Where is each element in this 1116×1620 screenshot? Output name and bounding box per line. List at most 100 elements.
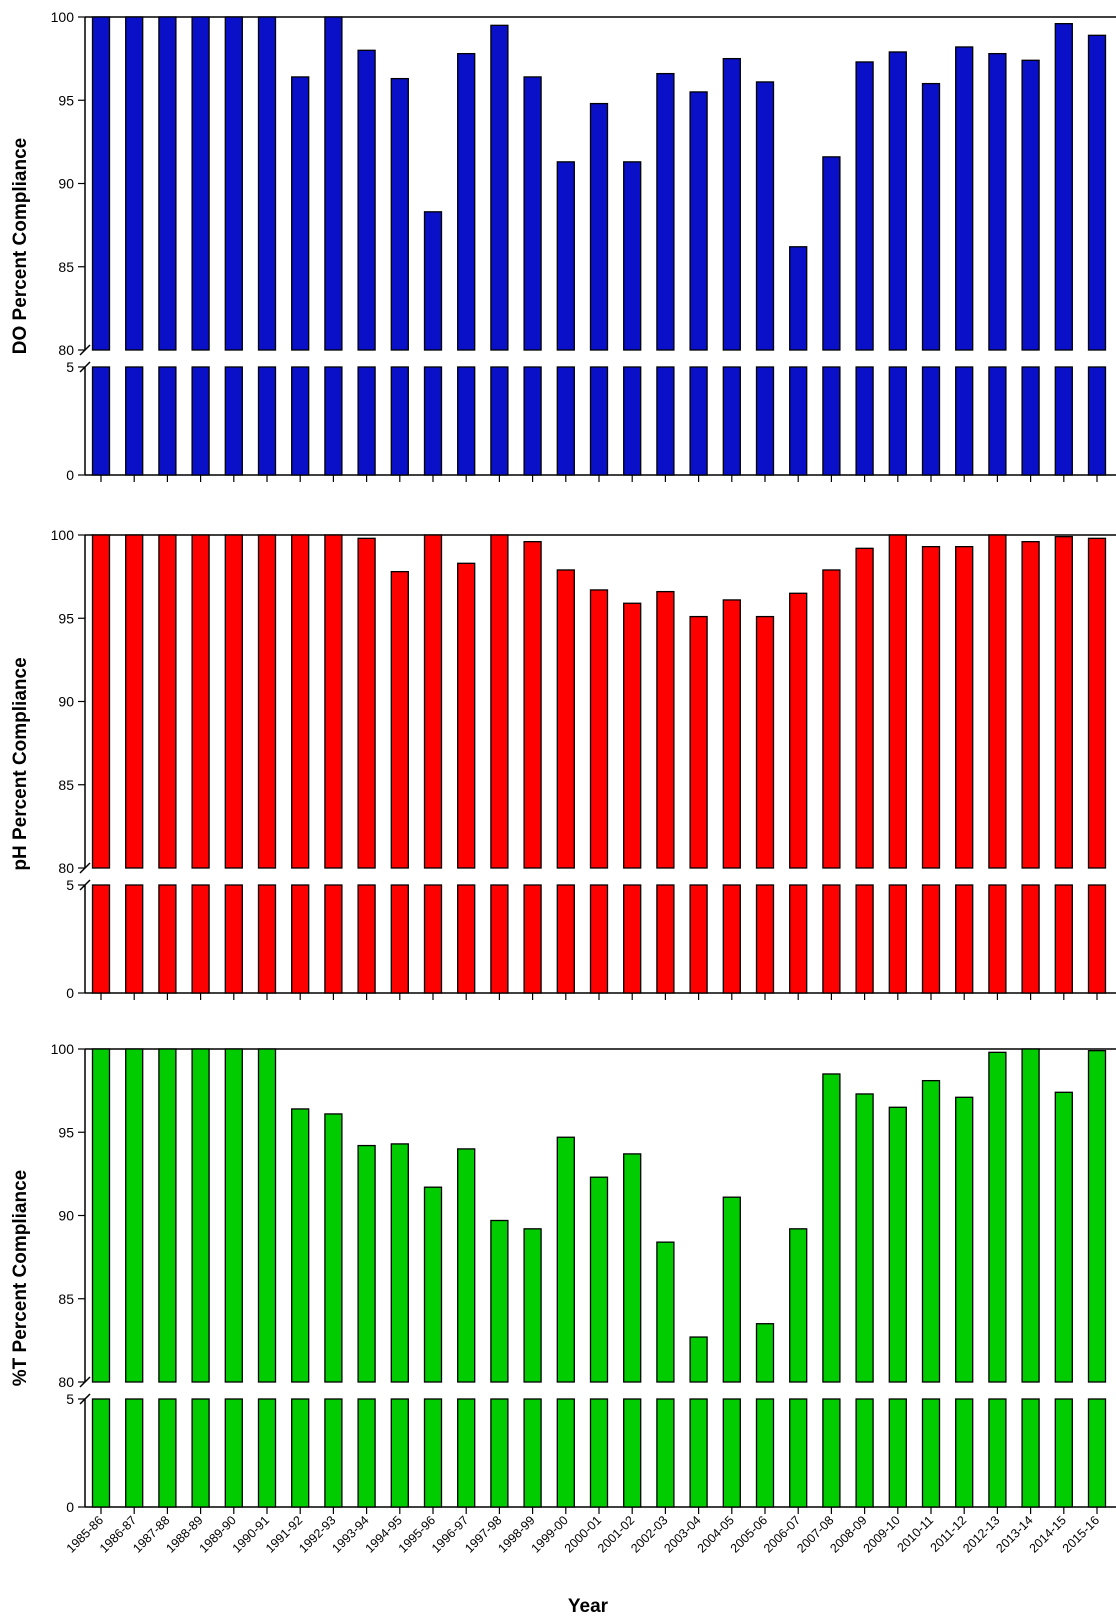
bar-lower <box>789 1398 808 1508</box>
bar-lower <box>1087 366 1107 476</box>
bar-lower <box>423 884 443 994</box>
bar-lower <box>755 366 775 476</box>
bar <box>789 1228 808 1383</box>
bar <box>921 1079 941 1383</box>
bar <box>822 569 841 869</box>
bar-lower <box>855 366 874 476</box>
bar-lower <box>955 884 974 994</box>
bar-lower <box>91 366 111 476</box>
bar-lower <box>722 1398 741 1508</box>
bar-lower <box>656 366 675 476</box>
bar-lower <box>390 366 409 476</box>
bar <box>755 81 775 351</box>
bar <box>855 547 874 869</box>
bar-lower <box>1021 884 1040 994</box>
bar-lower <box>888 884 907 994</box>
bar-lower <box>91 1398 111 1508</box>
bar <box>390 1143 409 1383</box>
bar <box>888 51 907 351</box>
y-tick-label: 80 <box>58 860 74 876</box>
bar <box>523 541 542 869</box>
bar-lower <box>988 884 1007 994</box>
y-tick-label: 80 <box>58 1374 74 1390</box>
x-tick-label: 2009-10 <box>861 1513 903 1555</box>
bar-lower <box>1087 1398 1107 1508</box>
bar <box>324 16 343 351</box>
bar <box>523 76 542 351</box>
x-axis-title: Year <box>568 1596 609 1617</box>
bar-lower <box>91 884 111 994</box>
bar-lower <box>457 1398 476 1508</box>
bar <box>357 1144 376 1383</box>
bar <box>125 534 144 869</box>
bar <box>988 52 1007 351</box>
x-tick-label: 2015-16 <box>1060 1513 1102 1555</box>
bar <box>955 46 974 351</box>
bar-lower <box>257 366 277 476</box>
bar-lower <box>457 884 476 994</box>
bar <box>158 534 177 869</box>
bar <box>423 534 443 869</box>
bar-lower <box>955 366 974 476</box>
bar <box>91 16 111 351</box>
panel-2: 80 85 90 95 100 0 5 pH Percent Compliance <box>10 527 1116 1001</box>
y-tick-label: 90 <box>58 1208 74 1224</box>
bar <box>1054 23 1073 351</box>
bar-lower <box>457 366 476 476</box>
bar <box>1087 1050 1107 1383</box>
bar-lower <box>822 1398 841 1508</box>
bar <box>1054 1091 1073 1383</box>
bar-lower <box>390 884 409 994</box>
bar <box>689 1336 708 1383</box>
bar-lower <box>490 366 509 476</box>
y-tick-label: 90 <box>58 176 74 192</box>
bar-lower <box>423 1398 443 1508</box>
bar <box>888 1106 907 1383</box>
y-tick-label: 100 <box>51 1041 75 1057</box>
bar-lower <box>822 884 841 994</box>
bar-lower <box>125 366 144 476</box>
bar <box>656 1241 675 1383</box>
bar-lower <box>1054 1398 1073 1508</box>
bar-lower <box>556 366 575 476</box>
bar <box>722 599 741 869</box>
bar <box>91 1048 111 1383</box>
bar-lower <box>257 884 277 994</box>
bar <box>457 52 476 351</box>
bar-lower <box>623 1398 642 1508</box>
bar-lower <box>988 1398 1007 1508</box>
bar <box>789 246 808 351</box>
bar-lower <box>656 1398 675 1508</box>
bar-lower <box>191 884 210 994</box>
bar-lower <box>556 1398 575 1508</box>
bar <box>589 102 609 351</box>
bar <box>623 161 642 351</box>
bar <box>755 615 775 869</box>
bar-lower <box>921 884 941 994</box>
panel-3: 80 85 90 95 100 0 5 %T Percent Compliance <box>10 1041 1116 1515</box>
bar <box>689 615 708 869</box>
bar <box>457 1148 476 1383</box>
bar-lower <box>689 1398 708 1508</box>
bar <box>888 534 907 869</box>
bar <box>656 590 675 869</box>
bar <box>191 1048 210 1383</box>
bar <box>1054 536 1073 869</box>
bar <box>257 534 277 869</box>
bar <box>324 534 343 869</box>
bar-lower <box>822 366 841 476</box>
bar <box>291 76 310 351</box>
bar-lower <box>988 366 1007 476</box>
y-tick-label: 0 <box>66 1499 74 1515</box>
bar-lower <box>224 884 243 994</box>
bar <box>855 61 874 351</box>
bar-lower <box>623 366 642 476</box>
bar-lower <box>689 366 708 476</box>
bar-lower <box>423 366 443 476</box>
bar <box>324 1113 343 1383</box>
bar <box>357 537 376 869</box>
bar-lower <box>755 1398 775 1508</box>
bar <box>822 1073 841 1383</box>
y-tick-label: 0 <box>66 985 74 1001</box>
bar-lower <box>1087 884 1107 994</box>
